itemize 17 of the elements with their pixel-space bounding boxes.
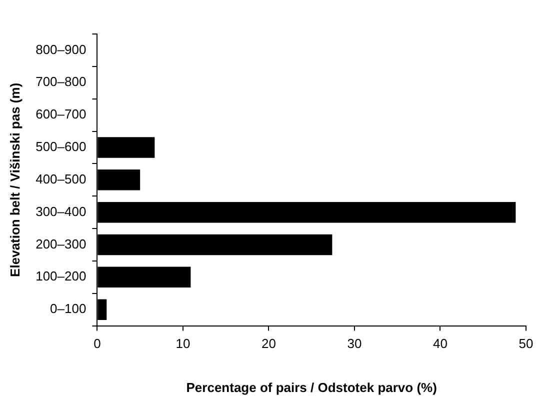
x-tick-label: 10 <box>176 336 190 352</box>
x-tick-label: 50 <box>518 336 534 352</box>
y-tick-label: 700–800 <box>36 74 86 90</box>
y-tick-label: 100–200 <box>36 268 86 284</box>
y-axis-title: Elevation belt / Višinski pas (m) <box>7 82 22 277</box>
y-tick-label: 0–100 <box>50 301 86 316</box>
y-tick-label: 200–300 <box>36 236 86 252</box>
x-tick-label: 20 <box>261 336 276 352</box>
x-axis-title: Percentage of pairs / Odstotek parvo (%) <box>186 380 437 395</box>
y-tick-label: 800–900 <box>36 42 86 57</box>
y-tick-label: 400–500 <box>36 171 86 186</box>
y-tick-label: 500–600 <box>36 139 86 154</box>
x-tick-label: 30 <box>347 336 362 352</box>
y-tick-label: 600–700 <box>36 106 86 122</box>
x-tick-label: 0 <box>94 336 101 352</box>
y-tick-label: 300–400 <box>36 204 86 219</box>
x-tick-label: 40 <box>433 336 448 352</box>
